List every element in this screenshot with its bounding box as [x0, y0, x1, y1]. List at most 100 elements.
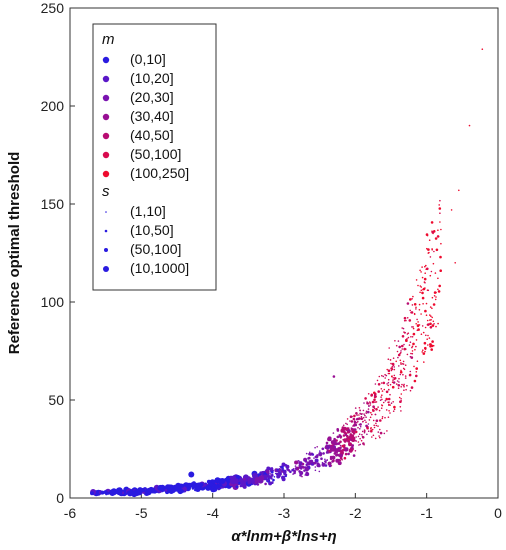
data-point: [299, 471, 304, 475]
data-point: [219, 478, 226, 484]
legend-size-marker: [104, 229, 108, 233]
data-point: [129, 489, 133, 493]
data-point: [343, 431, 347, 435]
data-point: [424, 309, 427, 313]
data-point: [385, 374, 388, 377]
data-point: [373, 424, 376, 427]
data-point: [423, 361, 425, 363]
data-point: [372, 405, 375, 409]
data-point: [319, 450, 321, 452]
data-point: [269, 473, 272, 475]
legend-color-marker: [102, 56, 110, 64]
data-point: [265, 469, 270, 474]
data-point: [399, 400, 402, 404]
data-point: [345, 422, 347, 425]
data-point: [388, 347, 391, 349]
data-point: [109, 489, 116, 496]
data-point: [403, 347, 407, 351]
data-point: [400, 410, 402, 412]
data-point: [381, 394, 383, 397]
data-point: [400, 363, 402, 365]
data-point: [419, 269, 421, 272]
data-point: [347, 430, 350, 434]
data-point: [398, 377, 400, 380]
data-point: [379, 431, 383, 435]
data-point: [373, 426, 376, 429]
data-point: [373, 401, 375, 403]
data-point: [401, 348, 404, 350]
data-point: [372, 434, 375, 437]
data-point: [115, 491, 119, 495]
data-point: [450, 209, 453, 211]
data-point: [389, 412, 391, 414]
data-point: [377, 390, 381, 393]
data-point: [377, 383, 381, 386]
data-point: [430, 221, 434, 224]
data-point: [333, 443, 335, 446]
data-point: [411, 326, 413, 328]
data-point: [379, 399, 382, 402]
data-point: [144, 489, 149, 494]
data-point: [154, 490, 158, 494]
legend-color-marker: [102, 75, 110, 83]
legend-box: [92, 23, 217, 291]
data-point: [411, 350, 414, 352]
data-point: [271, 473, 274, 477]
data-point: [398, 396, 401, 399]
data-point: [389, 393, 391, 396]
data-point: [385, 390, 389, 394]
data-point: [406, 317, 409, 319]
data-point: [359, 412, 361, 415]
data-point: [424, 282, 426, 284]
data-point: [424, 348, 427, 351]
data-point: [398, 381, 400, 383]
data-point: [188, 471, 195, 478]
data-point: [410, 352, 412, 355]
data-point: [431, 307, 433, 310]
data-point: [423, 287, 426, 290]
y-tick-label: 150: [41, 196, 65, 212]
data-point: [375, 401, 378, 403]
data-point: [417, 324, 419, 326]
data-point: [354, 450, 357, 452]
data-point: [424, 265, 426, 268]
data-point: [363, 402, 365, 404]
data-point: [326, 445, 331, 450]
data-point: [410, 336, 412, 338]
data-point: [266, 466, 271, 471]
data-point: [294, 460, 299, 465]
data-point: [293, 471, 296, 475]
data-point: [219, 484, 223, 487]
data-point: [116, 489, 123, 496]
data-point: [367, 408, 370, 410]
data-point: [390, 362, 392, 365]
legend-size-label: (1,10]: [130, 203, 166, 219]
data-point: [205, 484, 212, 491]
data-point: [347, 452, 350, 456]
data-point: [433, 295, 436, 297]
x-axis-label: α*lnm+β*lns+η: [231, 528, 336, 545]
data-point: [179, 484, 183, 487]
data-point: [364, 397, 367, 400]
legend-color-title: m: [102, 31, 115, 48]
data-point: [429, 314, 431, 316]
data-point: [196, 486, 201, 491]
data-point: [415, 374, 418, 378]
data-point: [418, 324, 421, 326]
data-point: [369, 404, 372, 406]
data-point: [382, 381, 386, 385]
data-point: [321, 462, 326, 467]
legend-color-marker: [102, 113, 110, 121]
data-point: [344, 447, 348, 452]
data-point: [389, 404, 391, 406]
data-point: [235, 478, 239, 482]
data-point: [392, 377, 395, 379]
data-point: [387, 384, 390, 387]
data-point: [378, 435, 380, 437]
data-point: [377, 425, 379, 427]
data-point: [351, 449, 353, 452]
data-point: [283, 472, 286, 476]
data-point: [393, 377, 397, 380]
data-point: [400, 369, 402, 372]
data-point: [387, 378, 390, 381]
